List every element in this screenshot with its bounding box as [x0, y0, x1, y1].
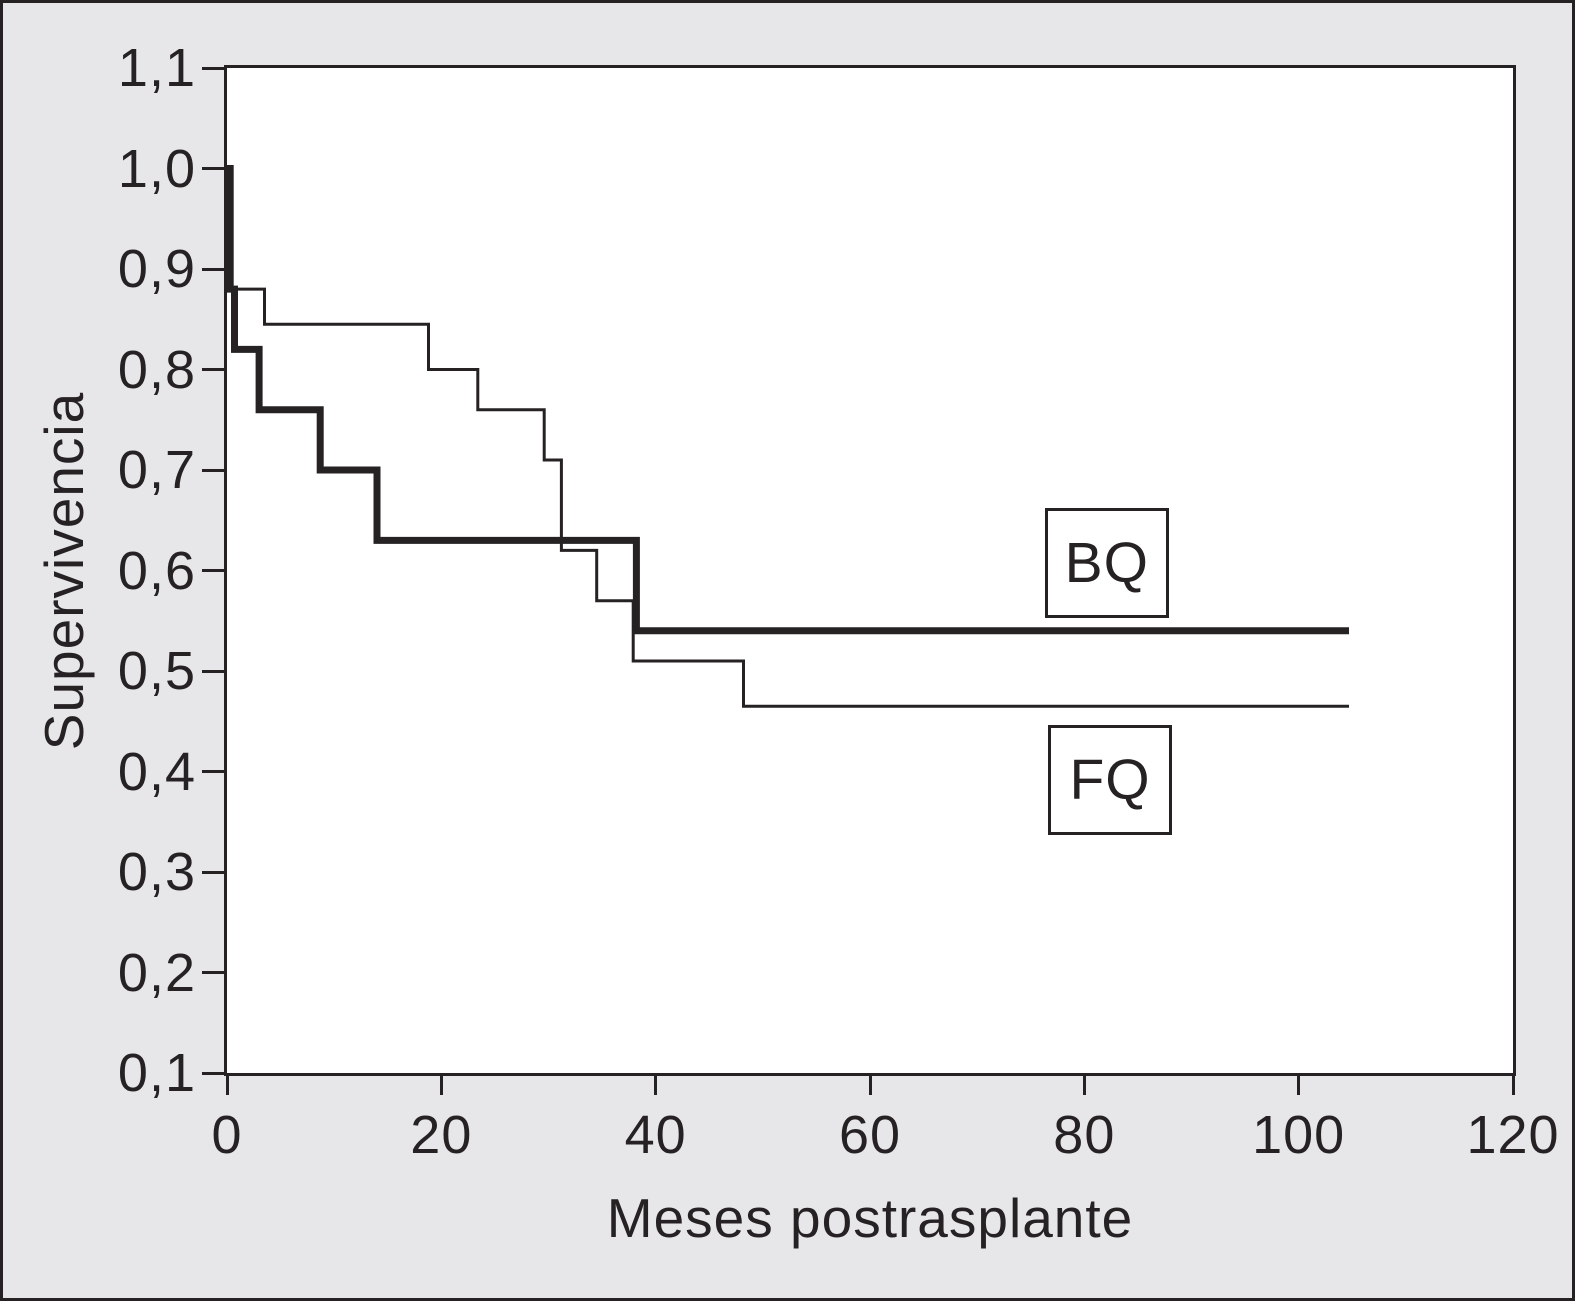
x-tick-label: 80 [1053, 1105, 1116, 1165]
y-tick-mark [202, 569, 227, 572]
x-tick-label: 60 [838, 1105, 902, 1165]
x-tick-mark [1082, 1073, 1086, 1095]
fq-label-box: FQ [1048, 724, 1173, 835]
y-tick-label: 0,3 [117, 842, 196, 902]
y-tick-mark [202, 971, 227, 974]
x-tick-mark [654, 1073, 658, 1095]
survival-curves-svg [226, 165, 1349, 708]
bq-label-box: BQ [1044, 508, 1169, 619]
x-tick-mark [1511, 1073, 1515, 1095]
y-tick-label: 0,5 [117, 641, 196, 701]
x-tick-label: 100 [1252, 1105, 1346, 1165]
y-tick-label: 0,2 [117, 942, 196, 1003]
y-tick-mark [202, 1071, 227, 1075]
x-tick-label: 0 [211, 1105, 243, 1165]
y-tick-mark [202, 267, 227, 271]
fq-label: FQ [1069, 747, 1151, 812]
y-tick-label: 1,1 [117, 38, 196, 98]
y-tick-label: 0,4 [117, 741, 196, 802]
x-tick-mark [439, 1073, 443, 1095]
y-tick-label: 0,8 [117, 339, 196, 400]
y-tick-mark [202, 66, 227, 70]
y-tick-mark [202, 770, 227, 773]
bq-label: BQ [1064, 531, 1149, 596]
plot-area: BQ FQ [224, 65, 1516, 1076]
x-axis-title: Meses postrasplante [606, 1187, 1134, 1249]
fq-curve [227, 167, 1349, 708]
y-tick-mark [202, 468, 227, 472]
x-tick-mark [868, 1073, 872, 1095]
y-tick-label: 0,9 [117, 239, 196, 299]
x-tick-label: 20 [410, 1105, 473, 1165]
x-tick-mark [1297, 1073, 1301, 1095]
y-tick-mark [202, 368, 227, 371]
y-tick-label: 0,7 [117, 440, 196, 500]
y-tick-label: 1,0 [117, 138, 196, 199]
x-tick-label: 120 [1466, 1105, 1560, 1165]
y-tick-mark [202, 669, 227, 673]
y-tick-mark [202, 167, 227, 170]
bq-curve [226, 165, 1349, 635]
y-tick-label: 0,6 [117, 540, 196, 601]
x-tick-mark [225, 1073, 229, 1095]
y-tick-label: 0,1 [117, 1043, 196, 1103]
y-tick-mark [202, 870, 227, 874]
x-tick-label: 40 [624, 1105, 687, 1165]
